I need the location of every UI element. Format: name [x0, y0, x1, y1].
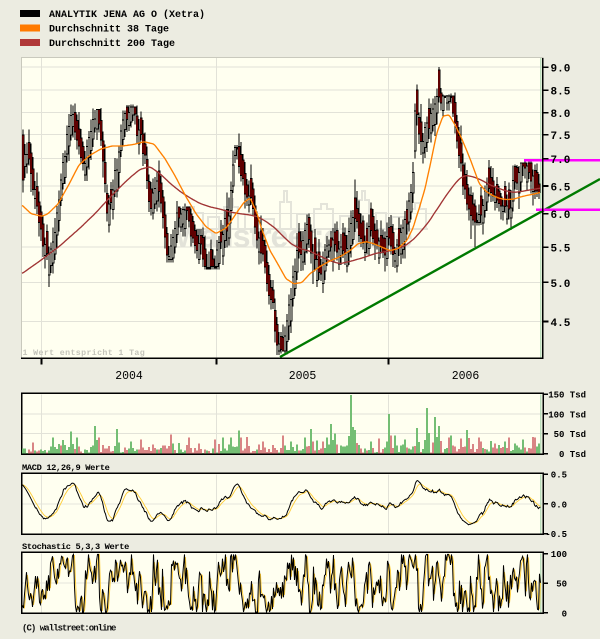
svg-text:-0.5: -0.5 — [545, 530, 567, 540]
svg-text:2006: 2006 — [452, 370, 480, 383]
svg-text:9.0: 9.0 — [551, 64, 571, 76]
svg-text:Durchschnitt 38 Tage: Durchschnitt 38 Tage — [49, 24, 169, 36]
svg-text:150 Tsd: 150 Tsd — [548, 391, 586, 401]
svg-text:(C) wallstreet:online: (C) wallstreet:online — [22, 624, 116, 634]
svg-text:2004: 2004 — [115, 370, 143, 383]
svg-text:ANALYTIK JENA AG O (Xetra): ANALYTIK JENA AG O (Xetra) — [49, 9, 205, 21]
svg-text:1 Wert entspricht 1 Tag: 1 Wert entspricht 1 Tag — [23, 348, 146, 358]
svg-text:7.5: 7.5 — [551, 131, 571, 143]
svg-text:6.0: 6.0 — [551, 210, 571, 222]
svg-text:100 Tsd: 100 Tsd — [548, 410, 586, 420]
svg-text:50: 50 — [556, 580, 567, 590]
svg-text:0: 0 — [562, 609, 567, 619]
svg-text:7.0: 7.0 — [551, 155, 571, 167]
svg-text:0.0: 0.0 — [551, 500, 567, 510]
svg-text:6.5: 6.5 — [551, 183, 571, 195]
svg-text:4.5: 4.5 — [551, 318, 571, 330]
svg-text:50 Tsd: 50 Tsd — [554, 430, 586, 440]
svg-text:Stochastic 5,3,3 Werte: Stochastic 5,3,3 Werte — [22, 542, 129, 552]
svg-text:0.5: 0.5 — [551, 471, 567, 481]
svg-text:8.0: 8.0 — [551, 109, 571, 121]
svg-text:Durchschnitt 200 Tage: Durchschnitt 200 Tage — [49, 38, 175, 50]
svg-text:2005: 2005 — [289, 370, 317, 383]
svg-text:5.5: 5.5 — [551, 244, 571, 256]
svg-text:MACD 12,26,9 Werte: MACD 12,26,9 Werte — [22, 463, 110, 473]
svg-text:0 Tsd: 0 Tsd — [559, 450, 586, 460]
svg-text:100: 100 — [551, 550, 567, 560]
svg-text:5.0: 5.0 — [551, 279, 571, 291]
svg-text:8.5: 8.5 — [551, 87, 571, 99]
